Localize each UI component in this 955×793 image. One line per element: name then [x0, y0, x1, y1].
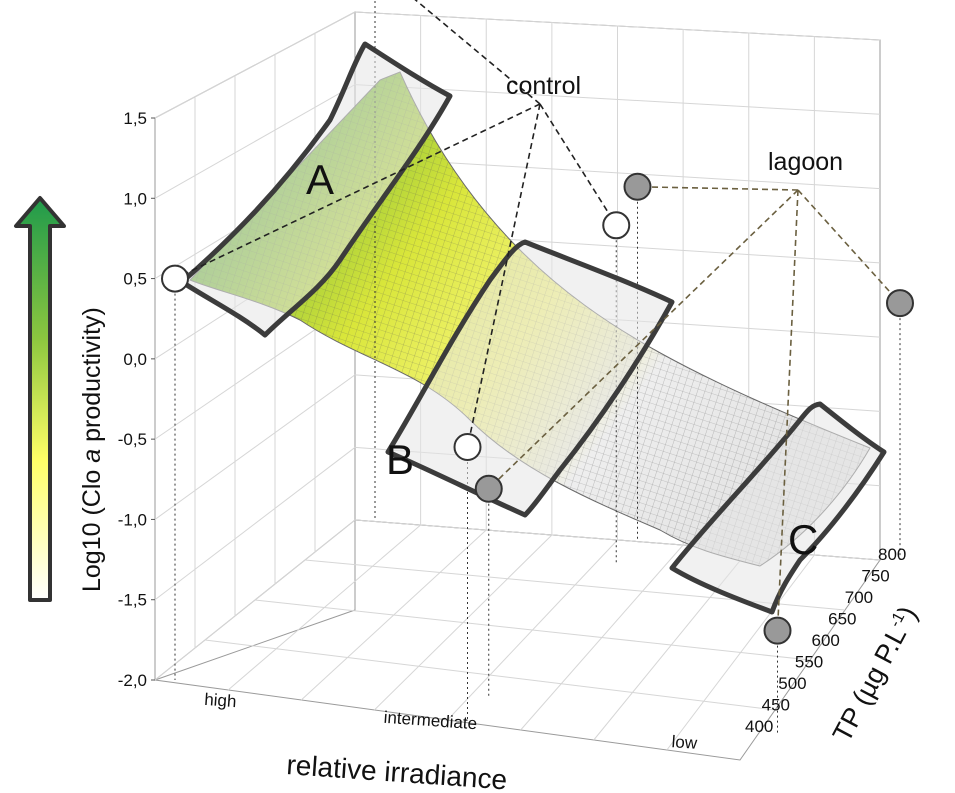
z-tick-label: 450	[762, 696, 790, 715]
data-point-control	[455, 434, 481, 460]
data-point-control	[162, 266, 188, 292]
x-tick-label: intermediate	[383, 708, 478, 733]
grid-line-h-left	[155, 447, 355, 599]
y-tick-label: 1,0	[123, 189, 147, 208]
z-tick-label: 600	[812, 631, 840, 650]
y-tick-label: 0,5	[123, 270, 147, 289]
x-tick-label: high	[204, 690, 237, 711]
y-tick-label: -2,0	[118, 671, 147, 690]
leader-line-lagoon	[638, 187, 799, 190]
group-label-b: B	[386, 436, 414, 483]
grid-line-h-left	[155, 375, 355, 520]
data-point-lagoon	[476, 476, 502, 502]
annotation-lagoon: lagoon	[768, 148, 843, 176]
x-tick-label: low	[671, 732, 698, 753]
y-tick-label: -1,5	[118, 591, 147, 610]
y-axis-ticks: 1,5 1,0 0,5 0,0 -0,5 -1,0 -1,5 -2,0	[118, 109, 155, 690]
y-axis-label: Log10 (Clo a productivity)	[78, 307, 106, 592]
x-axis-ticks: high intermediate low	[204, 690, 699, 753]
y-tick-label: 0,0	[123, 350, 147, 369]
y-tick-label: 1,5	[123, 109, 147, 128]
z-tick-label: 400	[745, 717, 773, 736]
data-point-control	[603, 212, 629, 238]
z-tick-label: 800	[878, 545, 906, 564]
z-tick-label: 550	[795, 653, 823, 672]
group-label-c: C	[788, 516, 818, 563]
grid-line-floor	[205, 640, 775, 710]
y-tick-label: -0,5	[118, 430, 147, 449]
z-tick-label: 700	[845, 588, 873, 607]
z-tick-label: 500	[778, 674, 806, 693]
data-point-lagoon	[887, 290, 913, 316]
z-tick-label: 750	[861, 567, 889, 586]
leader-line-lagoon	[798, 190, 900, 303]
annotation-control: control	[506, 72, 581, 100]
data-point-lagoon	[765, 618, 791, 644]
data-point-lagoon	[625, 174, 651, 200]
y-tick-label: -1,0	[118, 510, 147, 529]
grid-line-floor	[255, 600, 810, 660]
x-axis-label: relative irradiance	[286, 749, 509, 793]
z-tick-label: 650	[828, 610, 856, 629]
group-frames	[182, 44, 884, 612]
colorbar-arrow	[16, 198, 64, 600]
group-label-a: A	[306, 156, 334, 203]
